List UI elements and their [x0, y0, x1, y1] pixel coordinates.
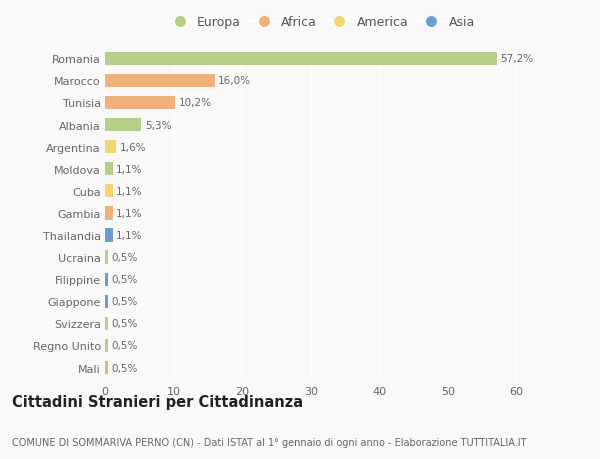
- Text: 57,2%: 57,2%: [500, 54, 534, 64]
- Text: 1,6%: 1,6%: [119, 142, 146, 152]
- Text: Cittadini Stranieri per Cittadinanza: Cittadini Stranieri per Cittadinanza: [12, 394, 303, 409]
- Text: 0,5%: 0,5%: [112, 341, 138, 351]
- Text: 5,3%: 5,3%: [145, 120, 171, 130]
- Bar: [105, 96, 175, 110]
- Bar: [105, 52, 497, 66]
- Text: 1,1%: 1,1%: [116, 186, 142, 196]
- Text: 1,1%: 1,1%: [116, 164, 142, 174]
- Bar: [105, 163, 113, 176]
- Bar: [105, 251, 109, 264]
- Text: 16,0%: 16,0%: [218, 76, 251, 86]
- Bar: [105, 74, 215, 88]
- Text: 0,5%: 0,5%: [112, 363, 138, 373]
- Bar: [105, 229, 113, 242]
- Bar: [105, 207, 113, 220]
- Text: 1,1%: 1,1%: [116, 230, 142, 241]
- Bar: [105, 273, 109, 286]
- Bar: [105, 118, 142, 132]
- Bar: [105, 339, 109, 353]
- Bar: [105, 361, 109, 375]
- Bar: [105, 185, 113, 198]
- Text: 0,5%: 0,5%: [112, 297, 138, 307]
- Legend: Europa, Africa, America, Asia: Europa, Africa, America, Asia: [163, 12, 479, 33]
- Bar: [105, 141, 116, 154]
- Bar: [105, 295, 109, 308]
- Text: 0,5%: 0,5%: [112, 274, 138, 285]
- Text: 0,5%: 0,5%: [112, 252, 138, 263]
- Text: 1,1%: 1,1%: [116, 208, 142, 218]
- Text: 10,2%: 10,2%: [178, 98, 211, 108]
- Bar: [105, 317, 109, 330]
- Text: COMUNE DI SOMMARIVA PERNO (CN) - Dati ISTAT al 1° gennaio di ogni anno - Elabora: COMUNE DI SOMMARIVA PERNO (CN) - Dati IS…: [12, 437, 527, 447]
- Text: 0,5%: 0,5%: [112, 319, 138, 329]
